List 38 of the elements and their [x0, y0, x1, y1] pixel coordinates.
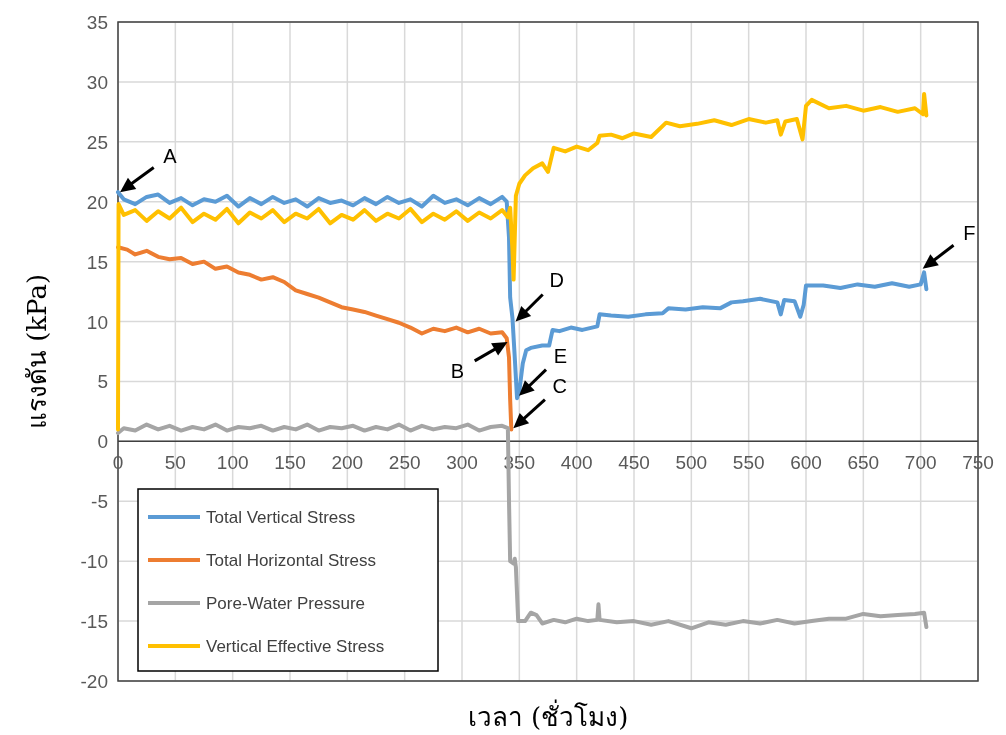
- annotation: D: [549, 269, 565, 292]
- y-tick-label: 35: [86, 12, 108, 33]
- x-tick-label: 50: [164, 452, 186, 474]
- y-tick-label: 5: [97, 371, 108, 393]
- legend-label: Pore-Water Pressure: [206, 594, 366, 613]
- annotation: C: [552, 375, 567, 398]
- x-tick-label: 400: [560, 452, 593, 474]
- y-tick-label: -15: [80, 611, 108, 633]
- x-tick-label: 250: [388, 452, 421, 474]
- y-tick-label: 15: [86, 251, 108, 273]
- x-tick-label: 500: [675, 452, 708, 474]
- x-tick-label: 650: [847, 452, 880, 474]
- legend-label: Vertical Effective Stress: [206, 637, 385, 656]
- legend-label: Total Vertical Stress: [206, 508, 356, 527]
- x-axis-title: เวลา (ชั่วโมง): [467, 699, 629, 732]
- y-tick-label: -20: [80, 671, 108, 692]
- y-tick-label: 25: [86, 131, 108, 153]
- y-tick-label: 20: [86, 191, 108, 213]
- y-tick-label: -10: [80, 551, 108, 573]
- x-tick-label: 200: [331, 452, 364, 474]
- y-tick-label: 0: [97, 431, 108, 453]
- x-tick-label: 100: [216, 452, 249, 474]
- x-tick-label: 600: [790, 452, 822, 474]
- x-tick-label: 300: [446, 452, 478, 474]
- y-tick-label: -5: [91, 491, 108, 513]
- annotation: E: [553, 344, 568, 367]
- x-tick-label: 550: [732, 452, 765, 474]
- line-series: [116, 91, 929, 432]
- annotation: B: [450, 359, 465, 382]
- y-tick-label: 10: [86, 311, 108, 333]
- x-tick-label: 450: [618, 452, 650, 474]
- y-axis-title: แรงดัน (kPa): [22, 273, 52, 430]
- y-tick-label: 30: [86, 71, 108, 93]
- annotation: A: [163, 144, 178, 167]
- x-tick-label: 700: [904, 452, 937, 474]
- x-tick-label: 150: [274, 452, 306, 474]
- legend-label: Total Horizontal Stress: [206, 551, 377, 570]
- annotation: F: [963, 222, 976, 245]
